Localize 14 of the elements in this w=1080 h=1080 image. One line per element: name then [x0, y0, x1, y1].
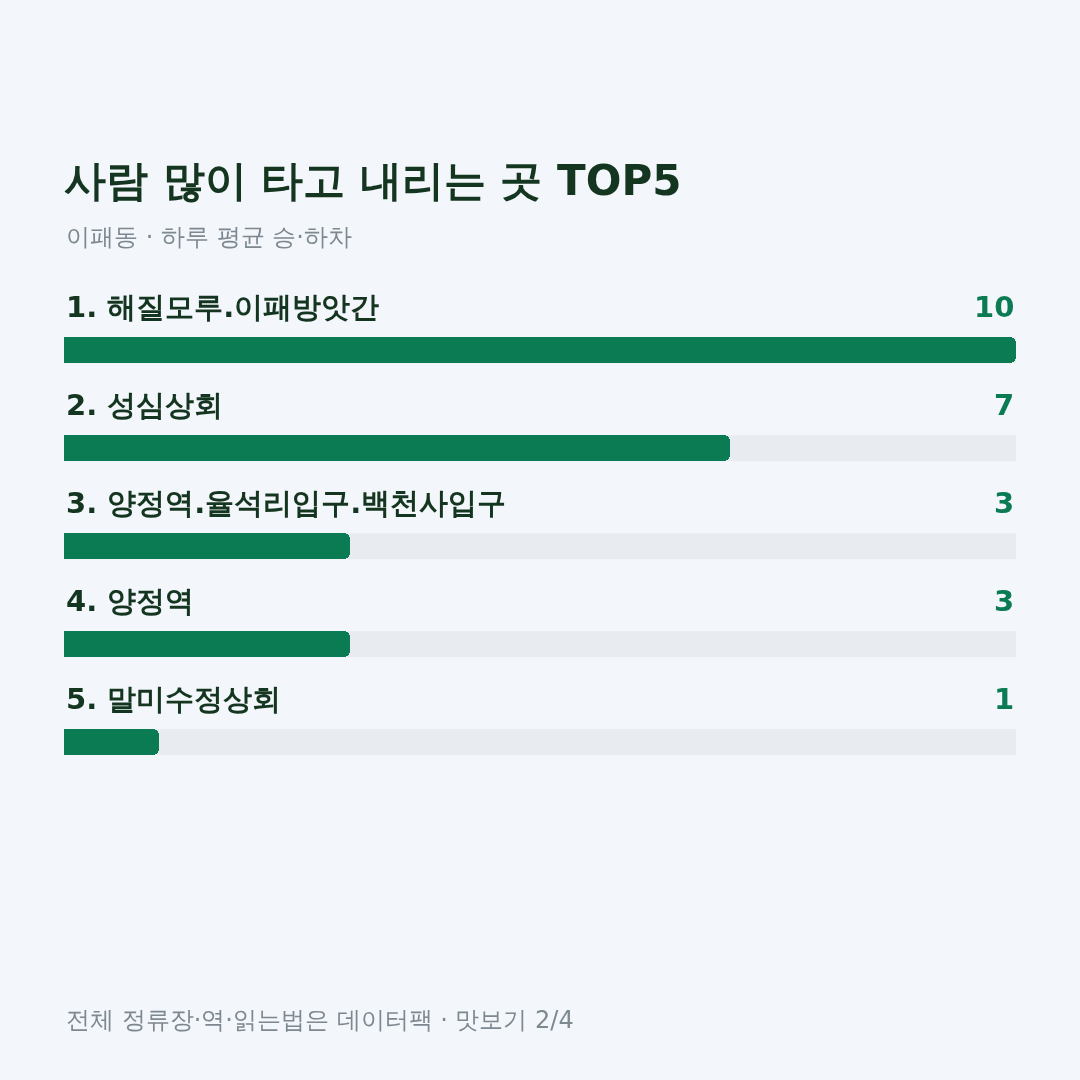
data-label: 3	[994, 486, 1015, 520]
y-tick-label: 2. 성심상회	[66, 388, 224, 422]
y-tick-label: 1. 해질모루.이패방앗간	[66, 290, 380, 324]
chart-title: 사람 많이 타고 내리는 곳 TOP5	[64, 155, 682, 205]
y-tick-label: 5. 말미수정상회	[66, 682, 282, 716]
bar	[64, 729, 159, 755]
data-label: 10	[974, 290, 1015, 324]
data-label: 7	[994, 388, 1015, 422]
text: 전체 정류장·역·읽는법은 데이터팩 · 맛보기 2/4	[66, 1006, 574, 1034]
data-label: 3	[994, 584, 1015, 618]
y-tick-label: 3. 양정역.율석리입구.백천사입구	[66, 486, 507, 520]
chart-subtitle: 이패동 · 하루 평균 승·하차	[66, 223, 352, 251]
data-label: 1	[994, 682, 1015, 716]
y-tick-label: 4. 양정역	[66, 584, 195, 618]
